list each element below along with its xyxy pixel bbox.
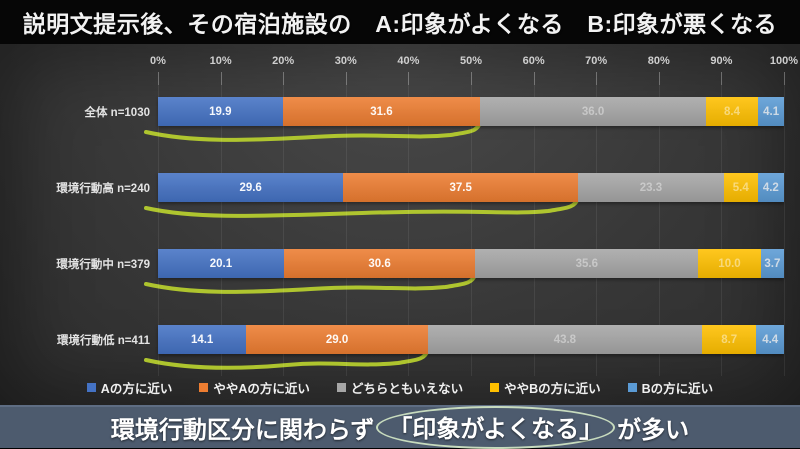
segment-value-label: 36.0 [581, 105, 605, 118]
bar-row: 全体 n=1030 19.9 31.6 36.0 8.4 4.1 [0, 97, 800, 126]
bar-segment: 23.3 [578, 173, 724, 202]
bar-segment: 3.7 [760, 249, 784, 278]
bar-segment: 43.8 [427, 325, 702, 354]
chart-panel: Aの方に近い ややAの方に近い どちらともいえない ややBの方に近い Bの方に近い 0%… [0, 44, 800, 405]
category-label: 環境行動中 n=379 [56, 258, 150, 271]
segment-value-label: 8.4 [724, 105, 741, 118]
segment-value-label: 29.0 [325, 333, 349, 346]
segment-value-label: 43.8 [553, 333, 577, 346]
segment-value-label: 35.6 [575, 257, 598, 270]
bar-segment: 37.5 [343, 173, 579, 202]
x-axis-tick-label: 10% [209, 55, 232, 67]
gridline [533, 72, 535, 376]
bar-row: 環境行動中 n=379 20.1 30.6 35.6 10.0 3.7 [0, 249, 800, 278]
page-title: 説明文提示後、その宿泊施設の A:印象がよくなる B:印象が悪くなる [22, 11, 778, 37]
legend-item: ややAの方に近い [199, 378, 310, 397]
x-axis-tick-label: 100% [769, 55, 799, 67]
legend-swatch-icon [627, 383, 637, 392]
gridline [283, 72, 285, 376]
legend-swatch-icon [336, 383, 346, 392]
gridline [658, 72, 660, 376]
segment-value-label: 37.5 [449, 181, 472, 194]
x-axis-tick-label: 50% [459, 55, 483, 67]
segment-value-label: 4.2 [762, 181, 779, 194]
legend-label: Bの方に近い [641, 382, 714, 396]
caption-highlight-oval: 「印象がよくなる」 [376, 406, 616, 449]
legend-item: Bの方に近い [627, 378, 714, 397]
bar-row: 環境行動低 n=411 14.1 29.0 43.8 8.7 4.4 [0, 325, 800, 354]
segment-value-label: 3.7 [764, 257, 781, 270]
caption-text: 環境行動区分に関わらず 「印象がよくなる」 が多い [111, 406, 689, 449]
title-bar: 説明文提示後、その宿泊施設の A:印象がよくなる B:印象が悪くなる [0, 0, 800, 44]
gridline [784, 72, 785, 376]
bar-segment: 8.7 [701, 325, 757, 354]
stacked-bar: 20.1 30.6 35.6 10.0 3.7 [158, 249, 784, 278]
caption-pre: 環境行動区分に関わらず [110, 417, 375, 444]
segment-value-label: 8.7 [721, 333, 738, 346]
legend: Aの方に近い ややAの方に近い どちらともいえない ややBの方に近い Bの方に近い [0, 378, 800, 397]
gridline [471, 72, 472, 376]
gridline [345, 72, 347, 376]
legend-swatch-icon [490, 383, 500, 392]
legend-label: ややBの方に近い [504, 382, 601, 396]
bar-segment: 10.0 [698, 249, 761, 278]
bar-segment: 14.1 [158, 325, 247, 354]
x-axis-tick-label: 70% [585, 55, 608, 67]
category-label: 全体 n=1030 [84, 106, 150, 119]
x-axis-tick-label: 20% [272, 55, 295, 67]
bar-segment: 30.6 [283, 249, 476, 278]
segment-value-label: 4.1 [763, 105, 780, 118]
caption-post: が多い [617, 417, 690, 444]
category-label: 環境行動高 n=240 [56, 182, 150, 195]
gridline [721, 72, 723, 376]
legend-swatch-icon [199, 383, 209, 392]
legend-swatch-icon [86, 383, 96, 392]
bar-segment: 31.6 [282, 97, 481, 126]
x-axis-tick-label: 30% [334, 55, 357, 67]
stacked-bar: 29.6 37.5 23.3 5.4 4.2 [158, 173, 784, 202]
x-axis-tick-label: 60% [522, 55, 545, 67]
bar-segment: 19.9 [158, 97, 283, 126]
bar-segment: 5.4 [723, 173, 758, 202]
segment-value-label: 4.4 [762, 333, 779, 346]
x-axis-tick-label: 80% [647, 55, 670, 67]
x-axis-tick-label: 0% [150, 55, 166, 67]
gridline [220, 72, 222, 376]
bar-segment: 20.1 [158, 249, 284, 278]
gridline [408, 72, 410, 376]
bar-segment: 4.1 [758, 97, 784, 126]
bar-row: 環境行動高 n=240 29.6 37.5 23.3 5.4 4.2 [0, 173, 800, 202]
bar-segment: 29.0 [246, 325, 428, 354]
category-label: 環境行動低 n=411 [57, 334, 150, 347]
segment-value-label: 20.1 [209, 257, 233, 270]
x-axis-tick-label: 40% [397, 55, 420, 67]
gridline [596, 72, 598, 376]
segment-value-label: 19.9 [209, 105, 232, 118]
caption-bar: 環境行動区分に関わらず 「印象がよくなる」 が多い [0, 405, 800, 449]
segment-value-label: 31.6 [370, 105, 393, 118]
segment-value-label: 5.4 [732, 181, 749, 194]
legend-label: ややAの方に近い [213, 382, 310, 396]
segment-value-label: 10.0 [718, 257, 741, 270]
stacked-bar: 19.9 31.6 36.0 8.4 4.1 [158, 97, 784, 126]
segment-value-label: 14.1 [190, 333, 214, 346]
legend-label: どちらともいえない [350, 382, 464, 396]
legend-label: Aの方に近い [100, 382, 173, 396]
segment-value-label: 23.3 [639, 181, 663, 194]
bar-segment: 29.6 [158, 173, 344, 202]
legend-item: ややBの方に近い [490, 378, 601, 397]
legend-item: Aの方に近い [86, 378, 173, 397]
bar-segment: 35.6 [475, 249, 699, 278]
bar-segment: 4.4 [756, 325, 784, 354]
x-axis-tick-label: 90% [710, 55, 733, 67]
bar-segment: 36.0 [480, 97, 706, 126]
stacked-bar: 14.1 29.0 43.8 8.7 4.4 [158, 325, 784, 354]
gridline [158, 72, 159, 376]
bar-segment: 4.2 [757, 173, 784, 202]
segment-value-label: 30.6 [368, 257, 391, 270]
legend-item: どちらともいえない [336, 378, 464, 397]
segment-value-label: 29.6 [239, 181, 262, 194]
bar-segment: 8.4 [705, 97, 759, 126]
